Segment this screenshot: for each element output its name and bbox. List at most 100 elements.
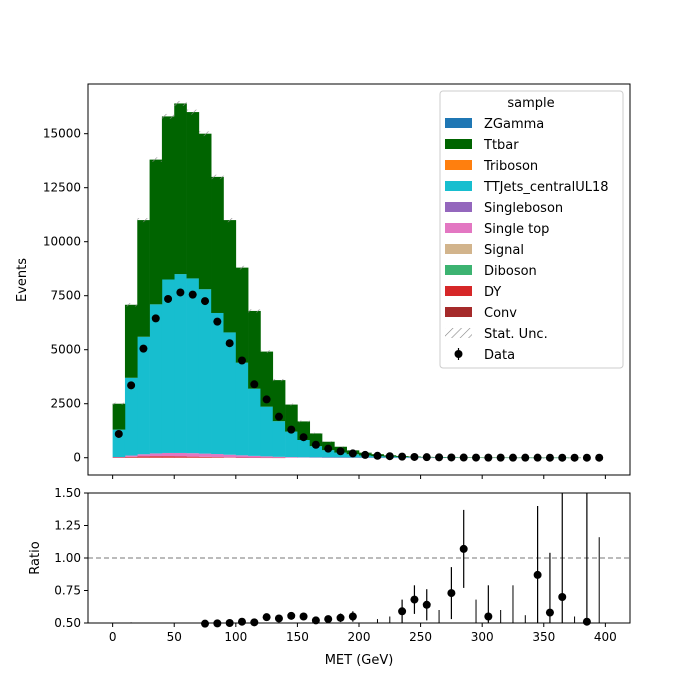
bar-single-top	[198, 453, 212, 457]
data-point	[496, 453, 505, 462]
ratio-point	[336, 613, 345, 622]
legend-label: Triboson	[483, 159, 538, 174]
stat-unc-band	[285, 403, 298, 406]
y-tick-label: 7500	[50, 289, 81, 303]
stat-unc-band	[248, 309, 261, 313]
data-point	[274, 412, 283, 421]
ratio-point	[447, 589, 456, 598]
bar-dy	[186, 456, 200, 458]
stat-unc-band	[297, 420, 310, 423]
ratio-y-tick-label: 0.50	[54, 616, 81, 630]
bar-single-top	[248, 455, 261, 458]
stat-unc-band	[260, 350, 273, 353]
y-tick-label: 10000	[43, 235, 81, 249]
ratio-y-ticks: 0.50 0.75 1.00 1.25 1.50	[54, 486, 88, 630]
data-point	[348, 449, 357, 458]
stat-unc-band	[235, 265, 249, 270]
ratio-point	[582, 617, 591, 626]
bar-single-top	[149, 453, 163, 457]
ratio-point	[348, 612, 357, 621]
bar-ttjets-centralul18	[186, 278, 200, 454]
legend-swatch	[445, 202, 472, 212]
x-tick-label: 300	[471, 630, 494, 644]
bar-single-top	[260, 456, 274, 458]
ratio-point	[558, 593, 567, 601]
data-point	[324, 444, 333, 453]
bar-single-top	[124, 455, 138, 457]
x-tick-label: 250	[409, 630, 432, 644]
bar-single-top	[174, 452, 187, 457]
bar-ttbar	[223, 220, 237, 333]
bar-ttjets-centralul18	[149, 304, 163, 454]
bar-ttjets-centralul18	[198, 289, 212, 454]
legend-frame	[439, 90, 624, 369]
bar-single-top	[223, 454, 237, 458]
legend-label: TTJets_centralUL18	[483, 180, 609, 195]
data-point	[570, 453, 579, 462]
data-point	[201, 297, 210, 306]
legend-swatch	[445, 286, 472, 296]
legend-swatch	[445, 139, 472, 149]
bar-ttjets-centralul18	[223, 332, 237, 455]
data-point	[484, 453, 493, 462]
bar-ttjets-centralul18	[297, 440, 311, 458]
bar-ttbar	[124, 304, 138, 378]
bar-single-top	[186, 453, 200, 457]
stat-unc-band	[309, 432, 323, 435]
bar-ttjets-centralul18	[272, 421, 286, 457]
bar-single-top	[272, 456, 286, 458]
data-point	[188, 290, 197, 299]
bar-ttbar	[149, 159, 163, 305]
x-tick-label: 100	[224, 630, 247, 644]
ratio-point	[459, 544, 468, 553]
ratio-y-tick-label: 1.00	[54, 551, 81, 565]
x-tick-label: 50	[167, 630, 182, 644]
legend-swatch-hatch	[445, 328, 472, 338]
x-tick-label: 200	[348, 630, 371, 644]
stat-unc-band	[174, 100, 187, 106]
data-point	[385, 452, 394, 461]
bar-ttjets-centralul18	[260, 406, 274, 457]
bar-ttjets-centralul18	[211, 312, 224, 455]
ratio-point	[484, 612, 493, 621]
stat-unc-band	[161, 113, 175, 119]
legend-label: Data	[484, 348, 515, 363]
bar-dy	[174, 456, 187, 458]
bar-single-top	[235, 455, 249, 458]
legend-label: Single top	[484, 222, 549, 237]
data-point	[336, 447, 345, 456]
ratio-point	[299, 612, 308, 621]
main-y-axis-label: Events	[15, 258, 30, 302]
bar-single-top	[211, 454, 224, 458]
stat-unc-band	[334, 446, 347, 448]
bar-ttjets-centralul18	[174, 274, 187, 453]
bar-ttbar	[272, 380, 286, 422]
ratio-point	[545, 608, 554, 617]
legend-label: Singleboson	[484, 201, 563, 216]
legend: sample ZGamma Ttbar Triboson TTJets_central…	[439, 90, 624, 369]
ratio-point	[410, 595, 419, 604]
ratio-point	[274, 614, 283, 623]
ratio-point	[201, 619, 210, 628]
bar-ttjets-centralul18	[285, 431, 298, 458]
x-tick-label: 350	[532, 630, 555, 644]
bar-single-top	[137, 454, 150, 457]
ratio-y-tick-label: 1.50	[54, 486, 81, 500]
stacked-bars	[112, 100, 582, 459]
legend-label: Stat. Unc.	[484, 327, 548, 342]
bar-ttbar	[198, 133, 212, 290]
data-point	[164, 294, 173, 303]
x-tick-label: 150	[286, 630, 309, 644]
data-point	[508, 453, 517, 462]
bar-ttjets-centralul18	[309, 446, 323, 458]
data-point	[373, 451, 382, 460]
bar-ttbar	[174, 103, 187, 275]
stat-unc-band	[112, 402, 125, 405]
bar-ttjets-centralul18	[124, 377, 138, 456]
ratio-point	[262, 613, 271, 622]
legend-swatch	[445, 160, 472, 170]
bar-dy	[198, 456, 212, 458]
bar-ttbar	[161, 116, 175, 280]
data-point	[558, 453, 567, 462]
